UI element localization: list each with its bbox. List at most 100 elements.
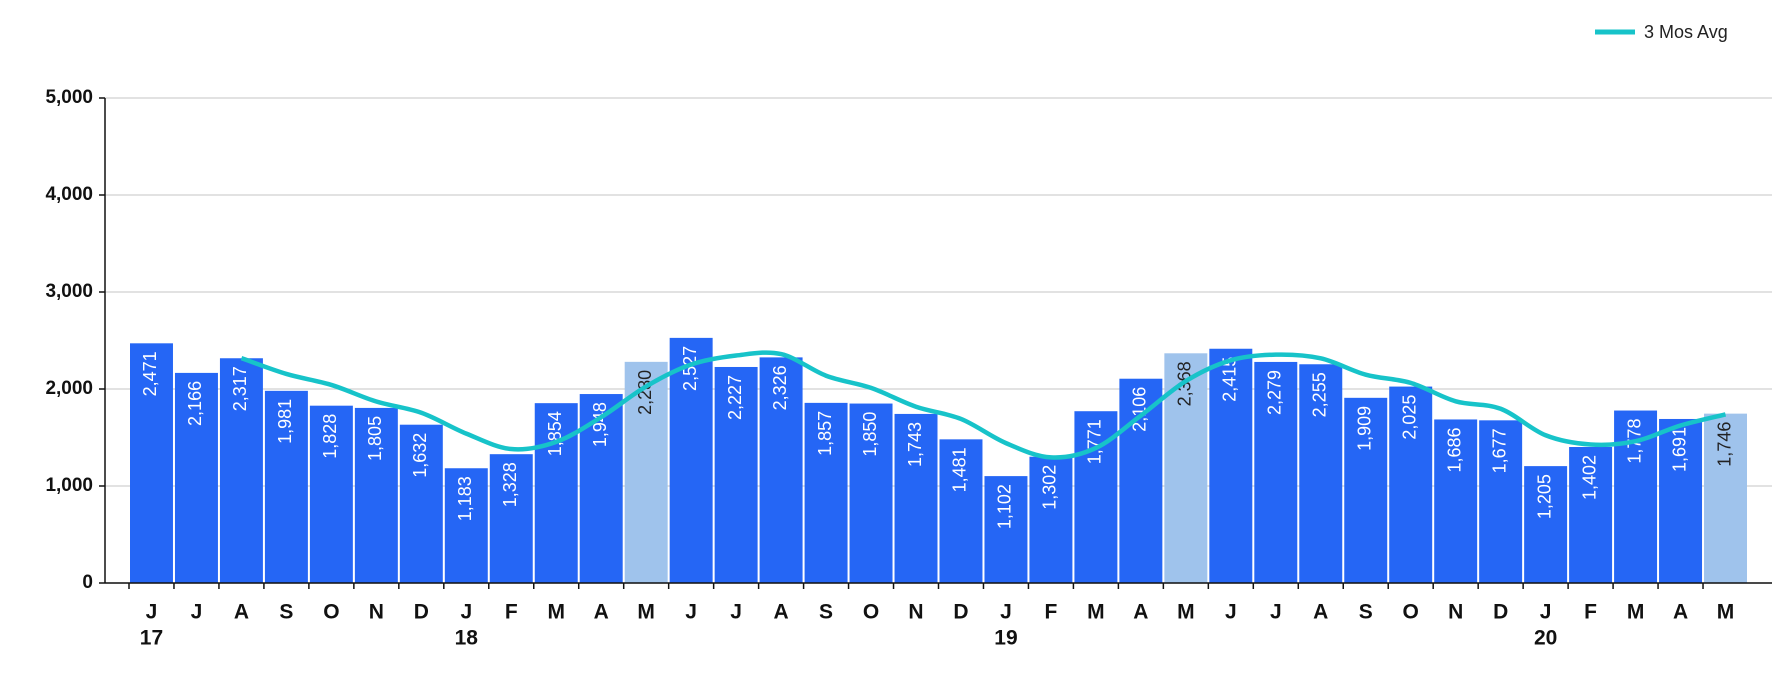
value-label: 2,527: [680, 346, 700, 391]
x-tick-label: J: [1540, 601, 1552, 624]
value-label: 1,686: [1444, 427, 1464, 472]
value-label: 1,481: [950, 447, 970, 492]
value-label: 2,255: [1310, 372, 1330, 417]
value-label: 1,981: [275, 399, 295, 444]
bar: [1434, 419, 1478, 583]
x-tick-label: N: [369, 601, 384, 624]
x-tick-label: J: [1225, 601, 1237, 624]
y-tick-label: 5,000: [45, 87, 93, 108]
x-tick-label: D: [953, 601, 968, 624]
x-tick-label: D: [414, 601, 429, 624]
x-tick-label: J: [191, 601, 203, 624]
value-label: 1,691: [1669, 427, 1689, 472]
x-tick-label: F: [505, 601, 518, 624]
x-tick-label: A: [774, 601, 789, 624]
avg-line: [240, 350, 1727, 460]
x-tick-label: M: [1087, 601, 1105, 624]
x-tick-label: S: [279, 601, 293, 624]
year-label: 17: [140, 627, 163, 650]
x-tick-label: A: [1133, 601, 1148, 624]
y-tick-label: 3,000: [45, 281, 93, 302]
bar: [219, 358, 263, 583]
x-tick-label: J: [730, 601, 742, 624]
x-tick-label: D: [1493, 601, 1508, 624]
bar: [669, 337, 713, 583]
x-tick-label: F: [1045, 601, 1058, 624]
value-label: 1,205: [1534, 474, 1554, 519]
bar: [1344, 397, 1388, 583]
x-tick-label: J: [460, 601, 472, 624]
bar: [894, 413, 938, 583]
value-label: 2,471: [140, 351, 160, 396]
value-label: 2,025: [1399, 395, 1419, 440]
bar: [1209, 348, 1253, 583]
bar: [1299, 364, 1343, 583]
bar: [759, 357, 803, 583]
value-label: 1,328: [500, 462, 520, 507]
value-label: 2,317: [230, 366, 250, 411]
y-tick-label: 0: [82, 572, 93, 593]
value-label: 1,746: [1714, 422, 1734, 467]
x-tick-label: J: [685, 601, 697, 624]
bar: [1659, 418, 1703, 583]
value-label: 1,743: [905, 422, 925, 467]
value-label: 1,850: [860, 412, 880, 457]
x-tick-label: O: [323, 601, 339, 624]
bar: [624, 361, 668, 583]
x-tick-label: N: [1448, 601, 1463, 624]
x-tick-label: O: [1403, 601, 1419, 624]
legend-label: 3 Mos Avg: [1644, 22, 1728, 42]
value-label: 2,279: [1265, 370, 1285, 415]
x-tick-label: M: [1627, 601, 1645, 624]
x-tick-label: S: [1359, 601, 1373, 624]
x-tick-label: M: [1717, 601, 1735, 624]
bar: [1254, 361, 1298, 583]
bar: [849, 403, 893, 583]
value-label: 1,771: [1085, 419, 1105, 464]
bar: [354, 407, 398, 583]
bar: [1029, 456, 1073, 583]
bar: [309, 405, 353, 583]
bar: [264, 390, 308, 583]
x-tick-label: S: [819, 601, 833, 624]
value-label: 1,302: [1040, 465, 1060, 510]
x-tick-label: A: [1673, 601, 1688, 624]
bar: [399, 424, 443, 583]
bar: [1569, 447, 1613, 583]
y-tick-label: 2,000: [45, 378, 93, 399]
value-label: 2,227: [725, 375, 745, 420]
bar: [1704, 413, 1747, 583]
value-label: 2,166: [185, 381, 205, 426]
year-label: 18: [455, 627, 479, 650]
bar: [174, 372, 218, 583]
value-label: 2,415: [1220, 357, 1240, 402]
value-label: 1,805: [365, 416, 385, 461]
value-label: 1,402: [1579, 455, 1599, 500]
value-label: 1,183: [455, 476, 475, 521]
x-tick-label: J: [146, 601, 158, 624]
year-label: 19: [994, 627, 1017, 650]
bar: [130, 343, 173, 583]
x-tick-label: A: [234, 601, 249, 624]
bar: [1389, 386, 1433, 583]
value-label: 1,828: [320, 414, 340, 459]
bar: [444, 468, 488, 583]
value-label: 1,677: [1489, 428, 1509, 473]
bar: [939, 439, 983, 583]
x-tick-label: O: [863, 601, 879, 624]
x-tick-label: M: [637, 601, 655, 624]
value-label: 1,102: [995, 484, 1015, 529]
y-tick-label: 4,000: [45, 184, 93, 205]
bar: [1524, 466, 1568, 583]
value-label: 1,632: [410, 433, 430, 478]
y-tick-label: 1,000: [45, 475, 93, 496]
bar: [489, 454, 533, 583]
value-label: 2,326: [770, 365, 790, 410]
bar: [984, 476, 1028, 583]
x-tick-label: M: [547, 601, 565, 624]
value-label: 1,909: [1354, 406, 1374, 451]
x-tick-label: A: [594, 601, 609, 624]
value-label: 1,854: [545, 411, 565, 456]
value-label: 2,280: [635, 370, 655, 415]
bar: [1479, 420, 1523, 583]
